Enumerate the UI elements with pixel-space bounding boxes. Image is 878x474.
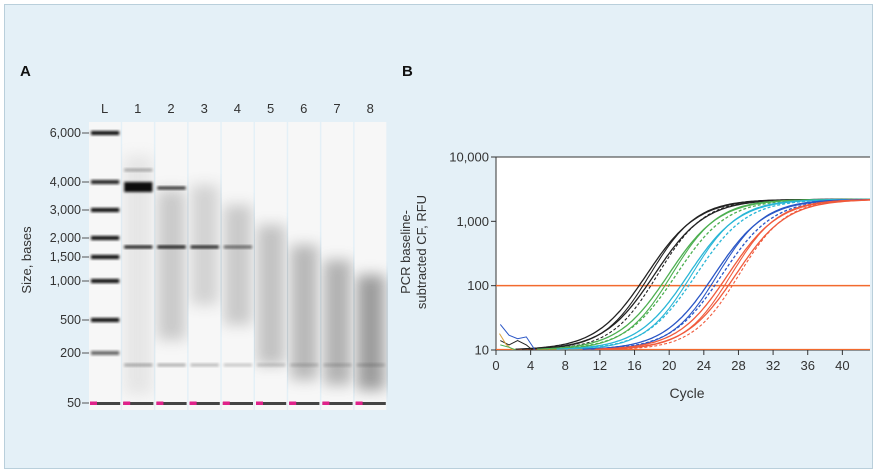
gel-band [157,186,186,190]
lower-marker [189,401,197,405]
gel-band [290,363,319,367]
lower-marker [322,401,330,405]
size-tick-label: 1,000 [50,274,81,288]
lower-marker [256,401,263,405]
lane-label: 3 [201,101,208,116]
y-tick-label: 10,000 [449,150,489,165]
lane-label: 4 [234,101,241,116]
size-tick-label: 50 [67,396,81,410]
size-tick-label: 3,000 [50,203,81,217]
gel-band [223,363,252,367]
panel-b-letter: B [402,63,413,80]
gel-band [124,182,153,192]
amplification-curve [597,198,870,350]
lane-label: 2 [167,101,174,116]
gel-band [91,279,120,283]
x-tick-label: 40 [835,358,849,373]
sample-lane-8 [354,122,387,410]
y-tick-label: 100 [467,278,489,293]
amplification-curve [537,198,870,350]
gel-image: 6,000 4,000 3,000 2,000 1,500 1,000 500 200 50 L… [19,101,387,410]
lane-label: 6 [300,101,307,116]
gel-band [356,363,385,367]
size-tick-label: 1,500 [50,250,81,264]
lower-marker [355,401,363,405]
size-tick-label: 500 [60,313,81,327]
size-tick-label: 6,000 [50,126,81,140]
lower-marker [90,401,97,405]
gel-band [190,245,219,249]
gel-band [323,363,352,367]
amplification-curve [565,198,870,350]
x-tick-label: 24 [697,358,711,373]
gel-band [91,180,120,184]
series-group [595,199,870,350]
gel-band [124,168,153,172]
gel-band [157,245,186,249]
sample-lane-1 [122,122,154,410]
gel-band [91,208,120,212]
x-tick-label: 20 [662,358,676,373]
gel-y-axis-label: Size, bases [19,226,34,294]
x-tick-label: 36 [800,358,814,373]
noise-trace [499,324,536,350]
lane-label: 7 [333,101,340,116]
x-axis-title: Cycle [669,385,704,401]
series-group [556,198,870,350]
lane-label: 5 [267,101,274,116]
gel-band [157,363,186,367]
gel-band [91,255,120,259]
lower-marker [222,401,230,405]
noise-trace [500,344,517,350]
figure-panel: A B 6,000 4,000 3,000 2,000 1,500 1,000 500 200… [4,4,873,469]
size-tick-label: 2,000 [50,231,81,245]
y-tick-label: 1,000 [456,214,489,229]
panel-a-letter: A [20,63,31,80]
gel-band [124,363,153,367]
gel-band [190,363,219,367]
lower-marker [123,401,131,405]
ladder-lane [89,122,121,410]
gel-band [223,245,252,249]
amplification-curve [545,198,870,350]
y-axis-title-line1: PCR baseline- [398,210,413,294]
sample-lane-6 [288,122,320,410]
gel-band [257,363,286,367]
x-tick-label: 12 [593,358,607,373]
gel-band [91,236,120,240]
lower-marker [289,401,297,405]
gel-band [124,245,153,249]
amplification-curve [619,199,870,350]
x-tick-label: 4 [527,358,534,373]
y-axis-title-line2: subtracted CF, RFU [414,195,429,309]
size-tick-label: 4,000 [50,175,81,189]
x-tick-label: 16 [627,358,641,373]
x-tick-label: 32 [766,358,780,373]
sample-lane-4 [221,122,254,410]
amplification-curve [604,199,870,350]
gel-band [91,131,120,135]
x-tick-label: 0 [492,358,499,373]
x-tick-label: 28 [731,358,745,373]
y-axis-title: PCR baseline- subtracted CF, RFU [398,195,429,309]
lane-label: L [101,101,108,116]
lane-label: 1 [134,101,141,116]
gel-band [91,351,120,355]
sample-lane-7 [321,122,354,410]
y-tick-label: 10 [475,343,489,358]
lower-marker [156,401,164,405]
sample-lane-5 [255,122,287,410]
sample-lane-3 [188,122,221,410]
lane-label: 8 [367,101,374,116]
x-tick-label: 8 [562,358,569,373]
size-tick-label: 200 [60,346,81,360]
sample-lane-2 [155,122,188,410]
gel-band [91,318,120,322]
